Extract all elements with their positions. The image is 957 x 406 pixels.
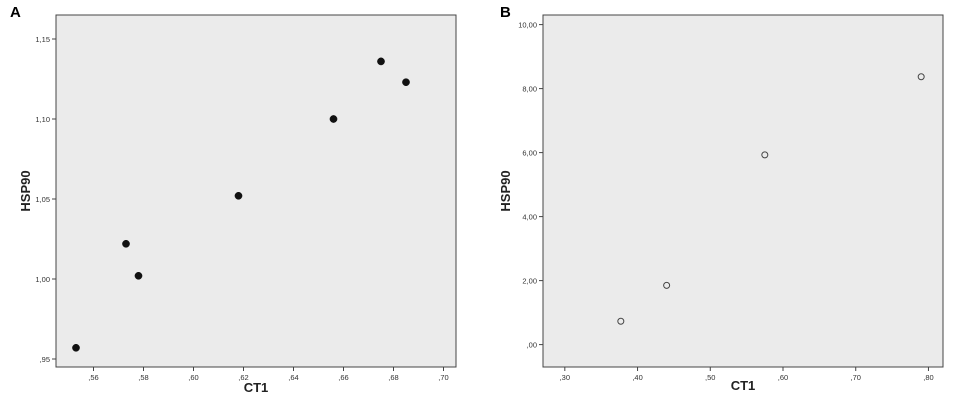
y-tick-label: 10,00	[518, 21, 537, 30]
data-point	[122, 239, 130, 248]
x-tick-label: ,80	[923, 373, 933, 382]
y-tick-label: ,95	[40, 355, 50, 364]
x-tick-label: ,60	[778, 373, 788, 382]
y-tick-label: 8,00	[522, 85, 537, 94]
data-point	[377, 57, 385, 66]
data-point	[617, 317, 625, 325]
y-tick-label: ,00	[527, 341, 537, 350]
panel-a: A ,56 ,58 ,60 ,62 ,64 ,66 ,68 ,70 ,95 1,00 1,05 1,10…	[10, 4, 457, 395]
data-point	[663, 281, 671, 289]
panel-b: B ,30 ,40 ,50 ,60 ,70 ,80 ,00 2,00 4,00 6,00 8,00 10…	[498, 4, 944, 393]
y-tick-label: 1,00	[35, 275, 50, 284]
x-tick-label: ,64	[288, 373, 298, 382]
data-point	[134, 271, 143, 280]
data-point	[402, 78, 410, 87]
y-tick-label: 1,15	[35, 35, 50, 44]
data-point	[761, 151, 769, 159]
x-tick-label: ,30	[560, 373, 570, 382]
data-point	[234, 191, 243, 200]
x-tick-label: ,68	[388, 373, 398, 382]
x-tick-label: ,40	[632, 373, 642, 382]
data-point	[329, 115, 338, 123]
x-tick-label: ,60	[188, 373, 198, 382]
panel-label: A	[10, 4, 21, 21]
y-tick-label: 4,00	[522, 213, 537, 222]
x-tick-label: ,62	[238, 373, 248, 382]
y-axis-title: HSP90	[498, 170, 513, 211]
y-tick-label: 1,10	[35, 115, 50, 124]
y-tick-label: 2,00	[522, 277, 537, 286]
data-point	[917, 73, 925, 81]
x-axis-title: CT1	[244, 380, 269, 395]
x-axis-title: CT1	[731, 378, 756, 393]
x-tick-label: ,70	[851, 373, 861, 382]
panel-label: B	[500, 4, 511, 21]
plot-area	[55, 14, 457, 368]
x-tick-label: ,70	[438, 373, 448, 382]
x-tick-label: ,50	[705, 373, 715, 382]
plot-area	[542, 14, 944, 368]
x-tick-label: ,58	[138, 373, 148, 382]
y-tick-label: 6,00	[522, 149, 537, 158]
x-tick-label: ,66	[338, 373, 348, 382]
x-tick-label: ,56	[88, 373, 98, 382]
y-axis-title: HSP90	[18, 170, 33, 211]
y-tick-label: 1,05	[35, 195, 50, 204]
data-point	[72, 343, 80, 352]
